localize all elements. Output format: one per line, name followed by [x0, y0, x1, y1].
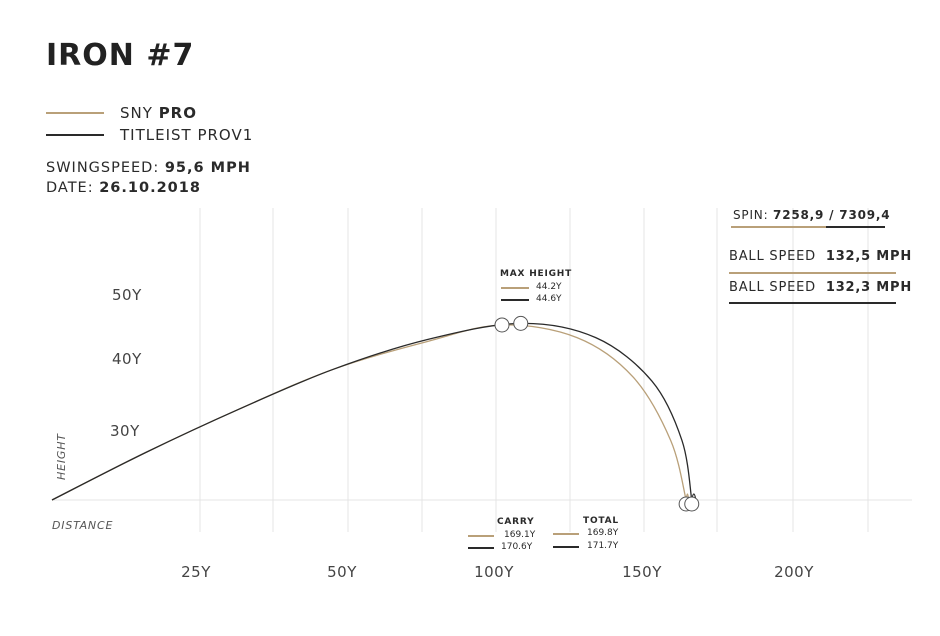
- legend-item-sny-pro: SNY PRO: [46, 104, 197, 122]
- max-height-swatch-titleist: [501, 299, 529, 301]
- carry-value-sny: 169.1Y: [504, 530, 536, 540]
- max-height-marker: [494, 317, 510, 333]
- legend-item-titleist: TITLEIST PROV1: [46, 126, 253, 144]
- date-text: DATE: 26.10.2018: [46, 180, 201, 196]
- ball-speed-titleist: BALL SPEED 132,3 MPH: [729, 280, 913, 295]
- total-label: TOTAL: [583, 516, 619, 526]
- total-swatch-titleist: [553, 546, 579, 548]
- spin-bar-titleist: [826, 226, 885, 228]
- total-value-sny: 169.8Y: [587, 528, 619, 538]
- x-tick-label: 150Y: [622, 563, 662, 581]
- y-tick-label: 30Y: [110, 422, 140, 440]
- chart-title: IRON #7: [46, 38, 195, 73]
- carry-swatch-sny: [468, 535, 494, 537]
- total-value-titleist: 171.7Y: [587, 541, 619, 551]
- x-tick-label: 100Y: [474, 563, 514, 581]
- max-height-swatch-sny: [501, 287, 529, 289]
- carry-marker: [684, 496, 700, 512]
- trajectory-line-titleist: [51, 322, 693, 501]
- x-tick-label: 50Y: [327, 563, 357, 581]
- max-height-label: MAX HEIGHT: [500, 269, 573, 279]
- max-height-marker: [513, 315, 529, 331]
- y-tick-label: 40Y: [112, 350, 142, 368]
- legend-swatch-sny: [46, 112, 104, 114]
- y-axis-label: HEIGHT: [55, 433, 68, 480]
- legend-label-sny: SNY PRO: [120, 104, 197, 122]
- swingspeed-text: SWINGSPEED: 95,6 MPH: [46, 160, 251, 176]
- spin-text: SPIN: 7258,9 / 7309,4: [733, 208, 891, 222]
- max-height-value-sny: 44.2Y: [536, 282, 562, 292]
- carry-label: CARRY: [497, 517, 535, 527]
- ball-speed-bar-titleist: [729, 302, 896, 304]
- legend-label-titleist: TITLEIST PROV1: [120, 126, 254, 144]
- ball-speed-bar-sny: [729, 272, 896, 274]
- ball-speed-sny: BALL SPEED 132,5 MPH: [729, 249, 913, 264]
- x-axis-label: DISTANCE: [52, 519, 113, 532]
- spin-bar-sny: [731, 226, 826, 228]
- carry-value-titleist: 170.6Y: [501, 542, 533, 552]
- trajectory-line-sny: [51, 324, 687, 501]
- carry-swatch-titleist: [468, 547, 494, 549]
- y-tick-label: 50Y: [112, 286, 142, 304]
- legend-swatch-titleist: [46, 134, 104, 136]
- max-height-value-titleist: 44.6Y: [536, 294, 562, 304]
- total-swatch-sny: [553, 533, 579, 535]
- x-tick-label: 200Y: [774, 563, 814, 581]
- x-tick-label: 25Y: [181, 563, 211, 581]
